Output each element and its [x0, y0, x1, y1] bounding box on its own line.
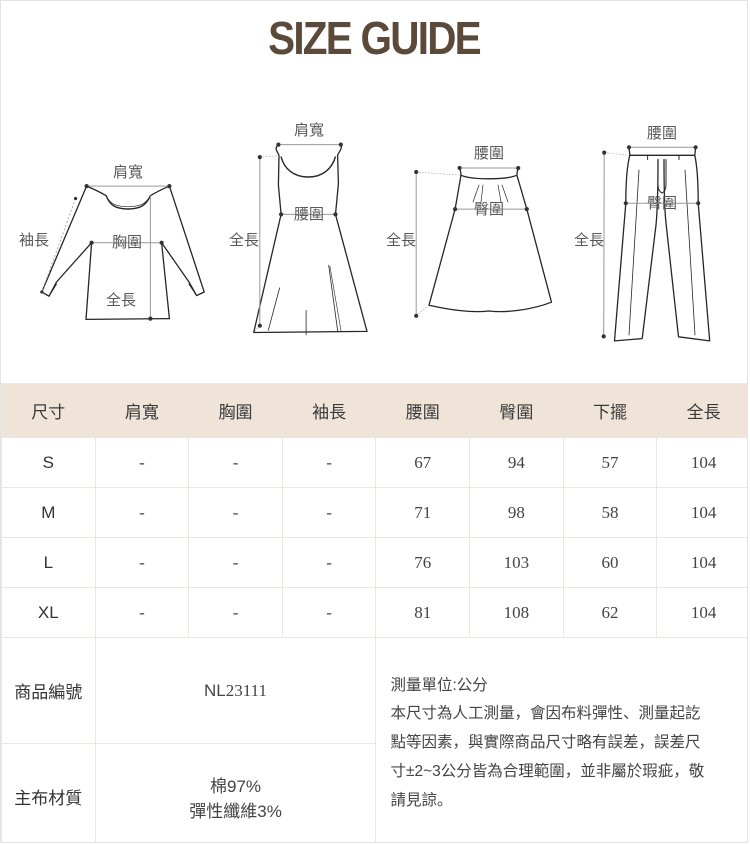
svg-text:肩寬: 肩寬: [113, 163, 143, 181]
svg-text:胸圍: 胸圍: [112, 234, 142, 251]
svg-text:全長: 全長: [574, 231, 604, 249]
svg-text:腰圍: 腰圍: [647, 125, 677, 142]
svg-text:全長: 全長: [106, 291, 136, 309]
svg-text:臀圍: 臀圍: [474, 201, 504, 218]
svg-text:全長: 全長: [229, 231, 259, 249]
svg-text:臀圍: 臀圍: [647, 195, 677, 212]
svg-text:肩寬: 肩寬: [294, 121, 324, 139]
svg-text:腰圍: 腰圍: [294, 206, 324, 223]
svg-text:全長: 全長: [386, 231, 416, 249]
svg-text:腰圍: 腰圍: [474, 145, 504, 162]
svg-text:袖長: 袖長: [19, 232, 49, 249]
